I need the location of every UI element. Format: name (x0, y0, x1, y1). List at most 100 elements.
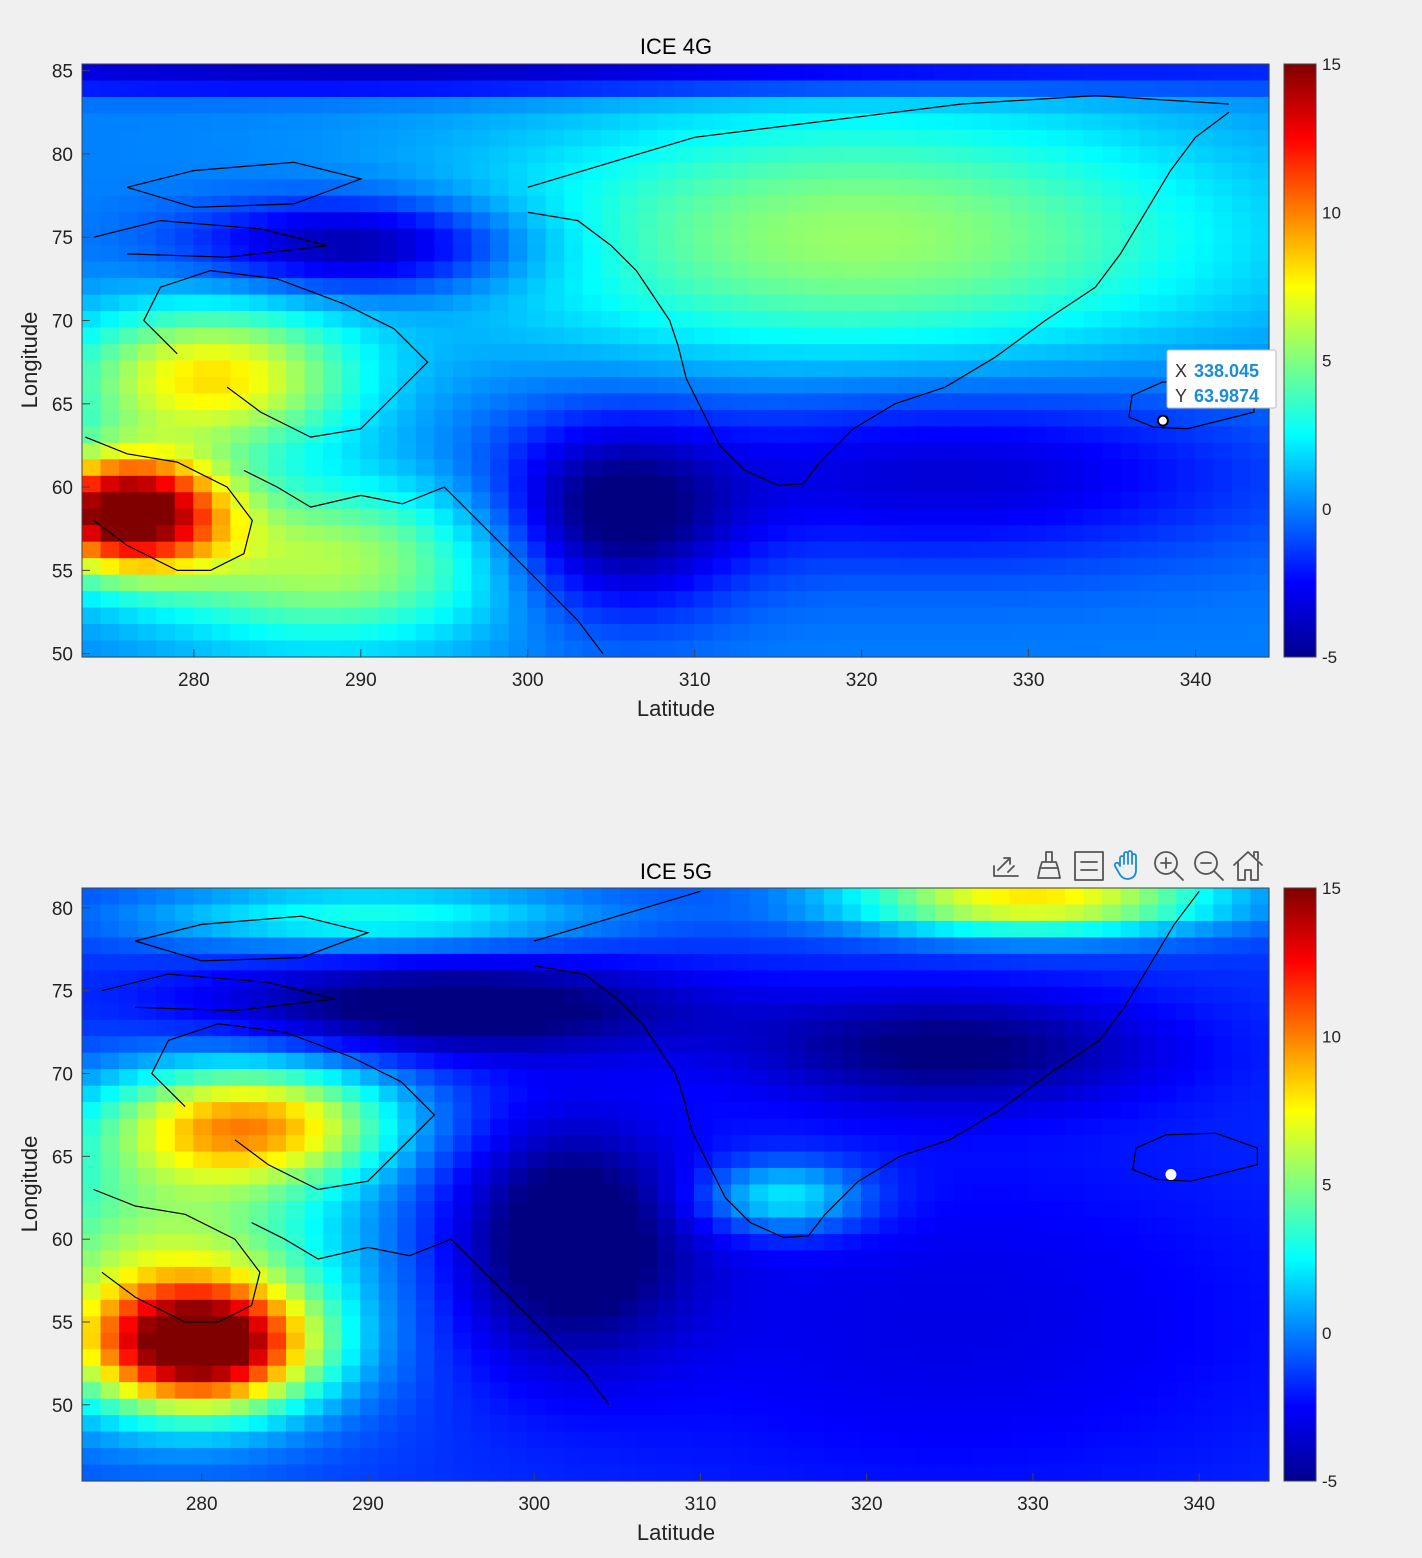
heatmap-cell (1157, 1431, 1177, 1449)
home-icon[interactable] (1232, 848, 1266, 882)
heatmap-cell (712, 558, 732, 576)
heatmap-cell (211, 311, 231, 329)
heatmap-cell (823, 179, 844, 197)
brush-icon[interactable] (1032, 848, 1066, 882)
heatmap-cell (1231, 442, 1252, 460)
heatmap-cell (1027, 937, 1048, 955)
heatmap-cell (1083, 1448, 1103, 1466)
heatmap-cell (786, 1431, 806, 1449)
plot-area[interactable] (81, 887, 1270, 1482)
heatmap-cell (1194, 986, 1214, 1004)
heatmap-cell (1176, 624, 1196, 642)
heatmap-cell (119, 146, 139, 164)
export-icon[interactable] (990, 848, 1024, 882)
heatmap-cell (545, 1233, 565, 1251)
heatmap-cell (1231, 294, 1252, 312)
heatmap-cell (545, 442, 565, 460)
heatmap-cell (656, 360, 677, 378)
heatmap-cell (341, 360, 361, 378)
heatmap-cell (286, 986, 306, 1004)
heatmap-cell (916, 1415, 936, 1433)
heatmap-cell (341, 1266, 361, 1284)
heatmap-cell (823, 640, 844, 658)
heatmap-cell (916, 1168, 936, 1186)
heatmap-cell (452, 1135, 473, 1153)
heatmap-cell (1064, 376, 1085, 395)
heatmap-cell (397, 113, 417, 131)
heatmap-cell (360, 1464, 380, 1482)
heatmap-cell (1009, 475, 1029, 493)
heatmap-cell (1083, 1233, 1103, 1251)
heatmap-cell (137, 64, 157, 82)
heatmap-cell (768, 228, 788, 246)
heatmap-cell (378, 920, 398, 939)
data-tip-point[interactable] (1156, 414, 1169, 427)
heatmap-cell (341, 146, 361, 164)
heatmap-cell (490, 1365, 510, 1383)
heatmap-cell (1157, 970, 1177, 988)
heatmap-cell (879, 508, 899, 526)
zoom-out-icon[interactable] (1192, 848, 1226, 882)
heatmap-cell (1213, 1250, 1233, 1268)
data-tip[interactable]: X 338.045 Y 63.9874 (1156, 349, 1277, 427)
heatmap-cell (230, 80, 250, 98)
heatmap-cell (174, 327, 194, 345)
heatmap-cell (656, 986, 677, 1004)
zoom-in-icon[interactable] (1152, 848, 1186, 882)
heatmap-cell (1064, 327, 1085, 345)
heatmap-cell (953, 1118, 973, 1136)
heatmap-cell (286, 1332, 306, 1350)
data-tips-icon[interactable] (1072, 848, 1106, 882)
heatmap-cell (972, 475, 992, 493)
heatmap-cell (508, 228, 528, 246)
heatmap-cell (490, 558, 510, 576)
heatmap-cell (1083, 393, 1103, 411)
heatmap-cell (267, 1398, 287, 1416)
heatmap-cell (100, 1069, 120, 1087)
heatmap-cell (860, 1316, 881, 1334)
heatmap-cell (471, 1349, 491, 1367)
heatmap-cell (452, 953, 473, 971)
heatmap-cell (1046, 327, 1066, 345)
heatmap-cell (323, 1283, 343, 1301)
heatmap-cell (230, 64, 250, 82)
heatmap-cell (193, 311, 213, 329)
heatmap-cell (935, 1233, 955, 1251)
heatmap-cell (675, 1415, 695, 1433)
heatmap-cell (768, 344, 788, 362)
heatmap-cell (286, 1233, 306, 1251)
heatmap-cell (174, 1184, 194, 1202)
heatmap-cell (341, 442, 361, 460)
heatmap-cell (1083, 195, 1103, 213)
heatmap-cell (1194, 1118, 1214, 1136)
heatmap-cell (1213, 1365, 1233, 1383)
heatmap-cell (378, 80, 398, 98)
heatmap-cell (990, 1349, 1010, 1367)
heatmap-cell (471, 624, 491, 642)
pan-icon[interactable] (1112, 848, 1146, 882)
heatmap-cell (490, 1085, 510, 1103)
heatmap-cell (935, 344, 955, 362)
heatmap-cell (656, 294, 677, 312)
heatmap-cell (879, 1266, 899, 1284)
heatmap-cell (156, 376, 176, 395)
heatmap-cell (768, 1052, 788, 1070)
heatmap-cell (582, 1036, 602, 1054)
heatmap-cell (786, 1217, 806, 1235)
heatmap-cell (1064, 1464, 1085, 1482)
heatmap-cell (545, 591, 565, 609)
heatmap-cell (341, 1365, 361, 1383)
heatmap-cell (638, 278, 658, 296)
heatmap-cell (1139, 179, 1159, 197)
heatmap-cell (378, 228, 398, 246)
heatmap-cell (1250, 278, 1270, 296)
heatmap-cell (1083, 607, 1103, 625)
heatmap-cell (1213, 1052, 1233, 1070)
heatmap-cell (1176, 1299, 1196, 1317)
heatmap-cell (860, 1069, 881, 1087)
heatmap-cell (304, 937, 324, 955)
heatmap-cell (323, 574, 343, 592)
selected-point-marker[interactable] (1165, 1169, 1177, 1181)
